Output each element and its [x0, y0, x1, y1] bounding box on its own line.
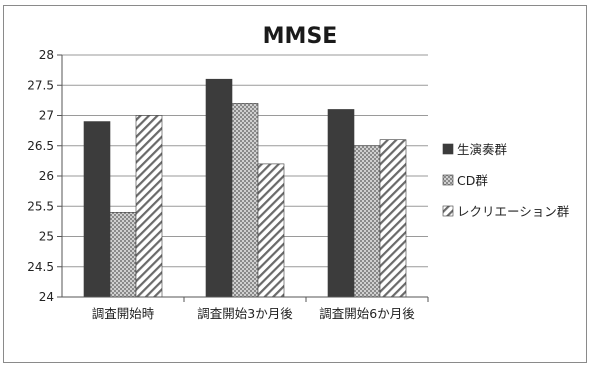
legend-swatch [442, 174, 454, 186]
legend-label: 生演奏群 [457, 142, 508, 157]
bar [353, 145, 381, 298]
legend-label: CD群 [457, 173, 488, 188]
y-tick-labels: 24 24.5 25 25.5 26 26.5 27 27.5 28 [27, 48, 54, 304]
x-category-label: 調査開始3か月後 [197, 306, 293, 321]
y-tick-label: 27 [39, 109, 54, 123]
x-category-labels: 調査開始時 調査開始3か月後 調査開始6か月後 [92, 306, 415, 321]
y-tick-label: 26 [39, 169, 54, 183]
y-tick-label: 27.5 [27, 78, 54, 92]
bar [257, 163, 285, 298]
bar [83, 121, 111, 298]
legend-label: レクリエーション群 [457, 204, 570, 219]
chart-title: MMSE [263, 24, 338, 49]
bar [379, 139, 407, 298]
legend-swatch [442, 143, 454, 155]
bar [109, 212, 137, 298]
y-tick-label: 28 [39, 48, 54, 62]
bar [231, 103, 259, 298]
bar [205, 78, 233, 298]
y-tick-label: 24.5 [27, 260, 54, 274]
x-category-label: 調査開始時 [92, 306, 155, 321]
y-tick-label: 24 [39, 290, 54, 304]
y-tick-label: 26.5 [27, 139, 54, 153]
y-tick-label: 25 [39, 230, 54, 244]
x-category-label: 調査開始6か月後 [319, 306, 415, 321]
y-tick-label: 25.5 [27, 199, 54, 213]
bars [83, 78, 407, 298]
legend-swatch [442, 205, 454, 217]
axes [61, 55, 429, 302]
bar [135, 115, 163, 298]
bar [327, 109, 355, 298]
